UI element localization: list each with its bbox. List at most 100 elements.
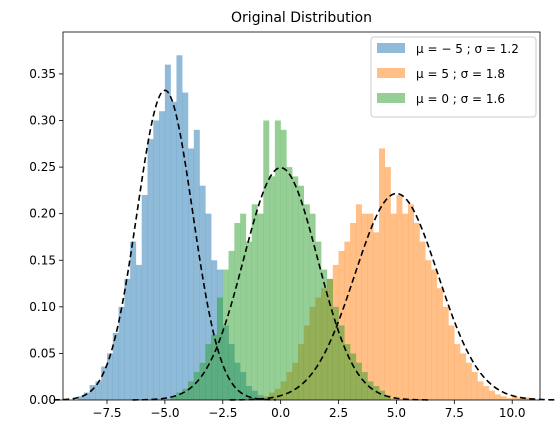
legend-swatch (377, 93, 405, 103)
histogram-bar (188, 381, 195, 400)
histogram-bar (280, 129, 287, 400)
pdf-curve (132, 166, 429, 401)
histogram-bar (315, 241, 322, 400)
y-tick-label: 0.20 (29, 207, 56, 221)
histogram-bar (182, 388, 189, 400)
y-axis: 0.00 0.05 0.10 0.15 0.20 0.25 0.30 0.35 (29, 67, 63, 407)
histogram-bar (344, 344, 351, 400)
histogram-bar (373, 386, 380, 400)
y-tick-label: 0.05 (29, 346, 56, 360)
histogram-bar (494, 394, 501, 400)
x-tick-label: −7.5 (92, 406, 121, 420)
histogram-bar (442, 306, 449, 400)
legend-label: μ = 5 ; σ = 1.8 (416, 67, 505, 81)
legend-label: μ = − 5 ; σ = 1.2 (416, 42, 519, 56)
y-tick-label: 0.00 (29, 393, 56, 407)
histogram-bar (321, 269, 328, 400)
histogram-bar (147, 139, 154, 400)
histogram-bar (257, 213, 264, 400)
histogram-bar (332, 306, 339, 400)
histogram-bar (408, 204, 414, 400)
histogram-bar (483, 386, 490, 400)
histogram-bar (118, 306, 125, 400)
histogram-bar (216, 297, 223, 400)
y-tick-label: 0.35 (29, 67, 56, 81)
histogram-bar (228, 250, 235, 400)
histogram-bar (188, 148, 195, 400)
histogram-bar (274, 120, 281, 400)
histogram-bar (141, 195, 148, 400)
histogram-bar (124, 278, 131, 400)
histogram-bar (471, 372, 478, 400)
histogram-bar (234, 222, 241, 400)
histogram-bar (506, 398, 513, 400)
x-tick-label: −5.0 (150, 406, 179, 420)
histogram-bar (107, 353, 113, 400)
histogram-bar (298, 185, 305, 400)
x-tick-label: 7.5 (445, 406, 464, 420)
histogram-bar (523, 397, 530, 400)
histogram-bar (384, 167, 391, 400)
histogram-bar (153, 120, 160, 400)
histogram-series (170, 120, 391, 400)
histogram-bar (182, 92, 189, 400)
histogram-bar (518, 398, 524, 400)
y-tick-label: 0.25 (29, 160, 56, 174)
histogram-bar (101, 366, 108, 400)
histogram-bar (402, 213, 409, 400)
x-tick-label: 10.0 (499, 406, 526, 420)
histogram-bar (460, 353, 467, 400)
histogram-bar (211, 260, 218, 400)
histogram-bar (361, 372, 368, 400)
histogram-bar (413, 222, 420, 400)
histogram-bar (176, 55, 183, 400)
histogram-bar (130, 241, 137, 400)
histogram-bar (344, 241, 351, 400)
histogram-bar (263, 120, 270, 400)
histogram-bar (512, 396, 519, 400)
histogram-bar (159, 111, 166, 400)
histogram-bar (199, 362, 206, 400)
legend-swatch (377, 68, 405, 78)
histogram-bar (83, 392, 90, 400)
x-tick-label: 2.5 (329, 406, 348, 420)
pdf-curves-layer (53, 89, 556, 401)
histogram-bar (112, 332, 119, 400)
histogram-bar (326, 278, 333, 400)
histogram-bar (448, 325, 455, 400)
legend-swatch (377, 43, 405, 53)
histogram-bar (95, 381, 102, 400)
histogram-bar (465, 362, 472, 400)
legend: μ = − 5 ; σ = 1.2 μ = 5 ; σ = 1.8 μ = 0 … (370, 36, 537, 118)
histogram-bar (176, 392, 183, 400)
plot-frame (62, 31, 541, 401)
histogram-bar (292, 176, 299, 400)
histogram-bar (89, 385, 96, 400)
y-tick-label: 0.30 (29, 114, 56, 128)
histogram-bar (245, 241, 252, 400)
histogram-bar (384, 395, 391, 400)
histogram-bar (135, 264, 142, 400)
histogram-bar (396, 195, 403, 400)
histogram-bar (286, 167, 293, 400)
histogram-bar (309, 213, 316, 400)
histogram-bar (338, 325, 345, 400)
chart-title: Original Distribution (231, 10, 372, 26)
pdf-curve (53, 89, 277, 401)
histogram-bar (419, 241, 426, 400)
histogram-bar (350, 353, 357, 400)
histogram-bar (379, 390, 386, 400)
histogram-bar (500, 396, 507, 400)
histogram-bar (367, 213, 374, 400)
histogram-bar (379, 148, 386, 400)
legend-label: μ = 0 ; σ = 1.6 (416, 92, 505, 106)
histogram-bar (222, 269, 229, 400)
histogram-bar (205, 344, 212, 400)
legend-box (370, 36, 537, 118)
histogram-bar (390, 213, 397, 400)
histogram-bar (170, 101, 177, 401)
histogram-bar (211, 334, 218, 400)
histogram-bar (164, 64, 171, 401)
